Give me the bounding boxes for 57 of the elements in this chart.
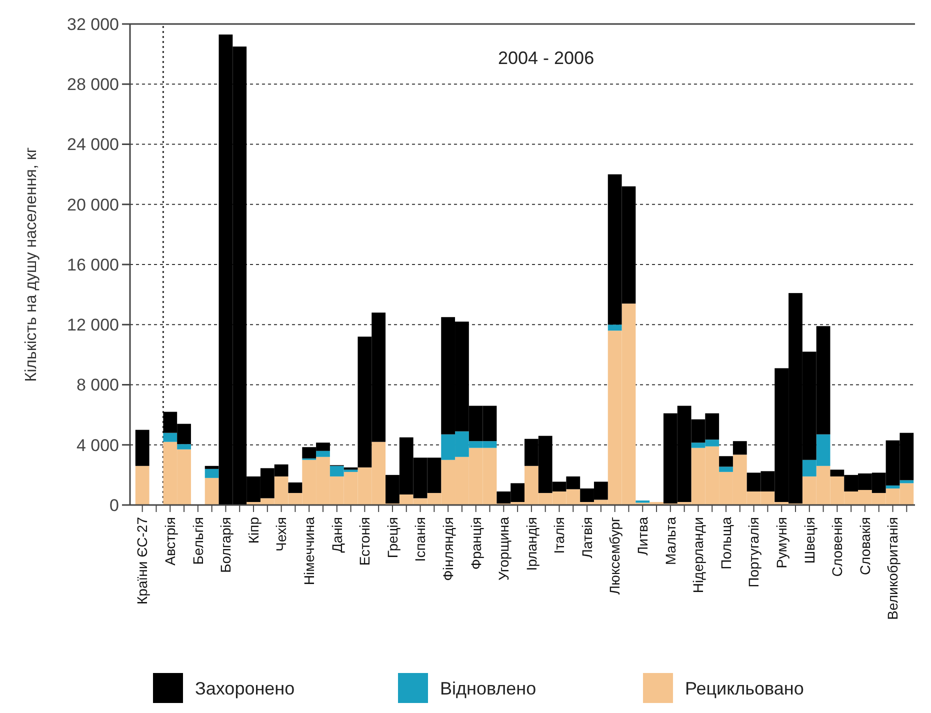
bar: [204, 478, 219, 505]
x-tick-label: Румунія: [773, 517, 790, 568]
bar: [719, 456, 733, 467]
x-tick-label: Литва: [634, 516, 651, 556]
text: 2004 - 2006: [498, 48, 594, 68]
bar: [636, 500, 650, 503]
bar: [177, 444, 191, 450]
x-tick-label: Польща: [718, 516, 734, 570]
x-tick-label: Країни ЄС-27: [134, 516, 150, 604]
x-tick-label: Кіпр: [245, 516, 262, 544]
x-tick-label: Чехія: [273, 517, 290, 552]
x-tick-label: Латвія: [578, 517, 595, 558]
bar: [900, 480, 914, 484]
x-tick-label: Фінляндія: [440, 517, 456, 581]
y-tick-label: 8 000: [76, 376, 119, 395]
legend-label: Відновлено: [440, 678, 536, 698]
y-tick-label: 28 000: [67, 75, 119, 94]
x-tick-label: Португалія: [746, 517, 762, 588]
x-tick-label: Данія: [328, 517, 345, 553]
x-tick-label: Великобританія: [884, 517, 901, 620]
y-tick-label: 4 000: [76, 436, 119, 455]
x-tick-label: Словенія: [829, 517, 846, 577]
x-tick-label: Естонія: [356, 517, 373, 566]
y-tick-label: 16 000: [67, 255, 119, 274]
y-tick-label: 0: [110, 496, 119, 515]
x-tick-label: Угорщина: [496, 516, 512, 580]
x-tick-label: Люксембург: [606, 517, 623, 595]
bar: [135, 430, 150, 466]
x-tick-label: Нідерланди: [690, 517, 706, 594]
bar: [886, 485, 900, 488]
legend-label: Рецикльовано: [685, 678, 804, 698]
x-tick-label: Швеція: [801, 517, 818, 564]
bar: [608, 324, 622, 331]
bar: [163, 432, 178, 442]
x-tick-label: Ірландія: [523, 517, 540, 571]
x-tick-label: Греція: [384, 517, 400, 558]
y-tick-label: 12 000: [67, 316, 119, 335]
bar: [288, 482, 302, 493]
legend-label: Захоронено: [195, 678, 295, 698]
y-tick-label: 20 000: [67, 195, 119, 214]
x-tick-label: Австрія: [162, 517, 178, 566]
x-tick-label: Іспанія: [412, 517, 428, 562]
x-tick-label: Болгарія: [218, 517, 234, 573]
x-tick-label: Німеччина: [301, 516, 317, 586]
x-tick-label: Мальта: [662, 516, 678, 566]
bar: [316, 450, 330, 457]
bar: [719, 466, 733, 472]
x-tick-label: Італія: [551, 517, 568, 554]
x-tick-label: Франція: [468, 517, 484, 570]
y-axis-title: Кількість на душу населення, кг: [23, 147, 40, 382]
x-tick-label: Бельгія: [190, 517, 206, 565]
bar: [732, 441, 747, 455]
bar: [135, 466, 150, 505]
x-tick-label: Словакія: [856, 517, 873, 576]
y-tick-label: 32 000: [67, 14, 119, 34]
bar: [204, 468, 219, 478]
y-tick-label: 24 000: [67, 135, 119, 154]
